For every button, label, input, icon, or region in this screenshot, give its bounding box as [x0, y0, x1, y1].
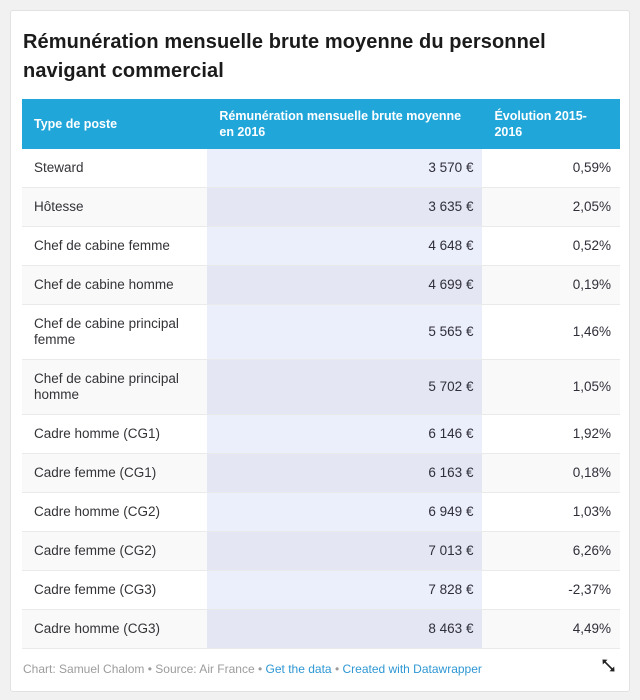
cell-evolution: -2,37% [482, 570, 620, 610]
table-row: Hôtesse 3 635 €2,05% [22, 187, 620, 227]
cell-remuneration: 5 565 € [207, 304, 483, 360]
column-header-remuneration-2016: Rémunération mensuelle brute moyenne en … [207, 99, 483, 149]
cell-type-de-poste: Chef de cabine femme [22, 226, 208, 266]
table-row: Cadre femme (CG1) 6 163 €0,18% [22, 453, 620, 493]
separator-dot: • [147, 662, 152, 676]
table-row: Cadre femme (CG3) 7 828 € -2,37% [22, 570, 620, 610]
cell-type-de-poste: Chef de cabine homme [22, 265, 208, 305]
attribution-line: Chart: Samuel Chalom • Source: Air Franc… [23, 662, 482, 677]
cell-evolution: 0,59% [482, 149, 620, 188]
cell-remuneration: 7 013 € [207, 531, 483, 571]
cell-evolution: 2,05% [482, 187, 620, 227]
cell-remuneration: 6 163 € [207, 453, 483, 493]
cell-remuneration: 5 702 € [207, 359, 483, 415]
byline-text: Chart: Samuel Chalom [23, 662, 145, 676]
cell-remuneration: 3 635 € [207, 187, 483, 227]
table-row: Steward 3 570 €0,59% [22, 149, 620, 188]
cell-type-de-poste: Cadre femme (CG2) [22, 531, 208, 571]
cell-type-de-poste: Cadre femme (CG3) [22, 570, 208, 610]
cell-type-de-poste: Cadre homme (CG1) [22, 414, 208, 454]
cell-remuneration: 7 828 € [207, 570, 483, 610]
cell-type-de-poste: Cadre homme (CG3) [22, 609, 208, 649]
cell-evolution: 6,26% [482, 531, 620, 571]
chart-footer: Chart: Samuel Chalom • Source: Air Franc… [22, 659, 618, 679]
resize-handle-icon[interactable] [602, 659, 615, 677]
cell-remuneration: 3 570 € [207, 149, 483, 188]
cell-remuneration: 6 146 € [207, 414, 483, 454]
table-body: Steward 3 570 €0,59% Hôtesse 3 635 €2,05% Ch… [22, 149, 620, 649]
data-table: Type de poste Rémunération mensuelle bru… [22, 99, 620, 649]
cell-evolution: 1,03% [482, 492, 620, 532]
table-row: Chef de cabine principal homme 5 702 €1,0… [22, 359, 620, 415]
cell-evolution: 1,05% [482, 359, 620, 415]
created-with-datawrapper-link[interactable]: Created with Datawrapper [342, 662, 482, 676]
chart-card: Rémunération mensuelle brute moyenne du … [10, 10, 630, 692]
table-row: Cadre femme (CG2) 7 013 €6,26% [22, 531, 620, 571]
get-the-data-link[interactable]: Get the data [265, 662, 332, 676]
column-header-type-de-poste: Type de poste [22, 99, 208, 149]
cell-type-de-poste: Cadre homme (CG2) [22, 492, 208, 532]
cell-evolution: 1,92% [482, 414, 620, 454]
cell-remuneration: 8 463 € [207, 609, 483, 649]
source-text: Source: Air France [155, 662, 255, 676]
table-row: Chef de cabine homme 4 699 €0,19% [22, 265, 620, 305]
cell-type-de-poste: Hôtesse [22, 187, 208, 227]
cell-evolution: 0,18% [482, 453, 620, 493]
table-row: Chef de cabine femme 4 648 €0,52% [22, 226, 620, 266]
cell-evolution: 0,52% [482, 226, 620, 266]
cell-type-de-poste: Chef de cabine principal femme [22, 304, 208, 360]
cell-remuneration: 6 949 € [207, 492, 483, 532]
cell-type-de-poste: Chef de cabine principal homme [22, 359, 208, 415]
chart-title: Rémunération mensuelle brute moyenne du … [23, 31, 546, 82]
column-header-evolution-2015-2016: Évolution 2015-2016 [482, 99, 620, 149]
cell-evolution: 0,19% [482, 265, 620, 305]
cell-remuneration: 4 648 € [207, 226, 483, 266]
cell-type-de-poste: Cadre femme (CG1) [22, 453, 208, 493]
separator-dot: • [334, 662, 340, 676]
cell-evolution: 1,46% [482, 304, 620, 360]
cell-remuneration: 4 699 € [207, 265, 483, 305]
table-row: Chef de cabine principal femme 5 565 €1,4… [22, 304, 620, 360]
table-row: Cadre homme (CG2) 6 949 €1,03% [22, 492, 620, 532]
cell-type-de-poste: Steward [22, 149, 208, 188]
separator-dot: • [258, 662, 263, 676]
table-row: Cadre homme (CG1) 6 146 €1,92% [22, 414, 620, 454]
table-header-row: Type de poste Rémunération mensuelle bru… [22, 99, 620, 149]
cell-evolution: 4,49% [482, 609, 620, 649]
table-row: Cadre homme (CG3) 8 463 €4,49% [22, 609, 620, 649]
